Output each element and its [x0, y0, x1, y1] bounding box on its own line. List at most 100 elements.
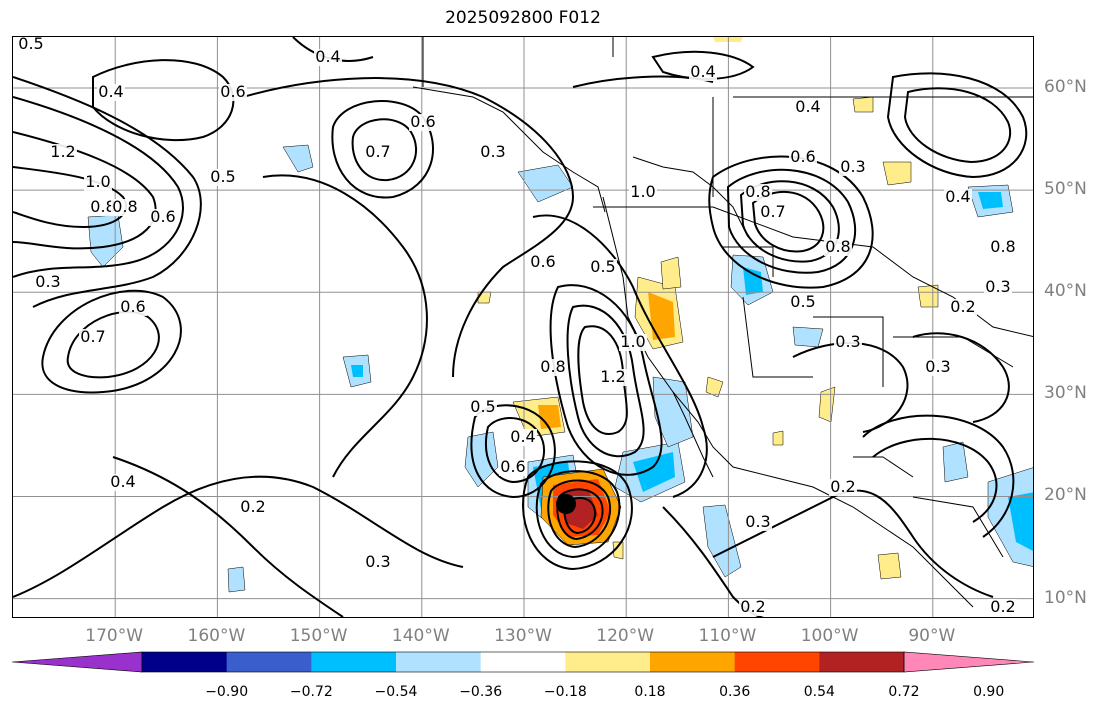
contour-label: 0.8 [540, 357, 565, 376]
contour-labels: 0.50.4 0.60.81.21.00.80.60.50.30.70.60.70… [17, 37, 1017, 616]
contour-label-bg [989, 599, 1017, 616]
shade-blob-yellow [705, 376, 724, 398]
contour-label: 0.7 [760, 202, 785, 221]
contour-label-bg [794, 99, 822, 116]
colorbar-tick-label: −0.36 [459, 684, 503, 700]
contour-label-bg [239, 499, 267, 516]
lon-tick-label: 160°W [187, 626, 246, 646]
contour-label-bg [744, 514, 772, 531]
shade-blob-blue [351, 365, 363, 377]
map-title: 2025092800 F012 [445, 8, 601, 28]
contour-label: 1.2 [600, 367, 625, 386]
contour-label-bg [479, 144, 507, 161]
contour-label: 0.6 [220, 82, 245, 101]
shade-blob-yellow [877, 552, 902, 580]
contour-label-bg [364, 554, 392, 571]
contour-label-bg [789, 294, 817, 311]
contour-label-bg [49, 144, 77, 161]
contour-label-bg [744, 184, 772, 201]
colorbar-tick-label: −0.72 [289, 684, 333, 700]
shade-blob-orange [538, 405, 561, 429]
shade-blob-yellow [852, 96, 874, 113]
colorbar-extend-low [11, 651, 143, 673]
contour-label-bg [469, 399, 497, 416]
contour-label-bg [409, 114, 437, 131]
shade-blob-blue [978, 192, 1003, 209]
contour-label: 0.8 [825, 237, 850, 256]
map-canvas: 0.50.4 0.60.81.21.00.80.60.50.30.70.60.70… [13, 37, 1033, 617]
contour-label-bg [924, 359, 952, 376]
shade-blob-blue [227, 566, 246, 593]
contour-label: 0.3 [835, 332, 860, 351]
contour-label: 0.8 [112, 197, 137, 216]
contour-label: 0.6 [500, 457, 525, 476]
contour-label: 0.2 [240, 497, 265, 516]
colorbar-tick-label: −0.54 [374, 684, 418, 700]
contour-label-bg [599, 369, 627, 386]
contour-label: 0.6 [790, 147, 815, 166]
contour-label-bg [499, 459, 527, 476]
contour-label-bg [109, 474, 137, 491]
colorbar-tick-label: −0.90 [205, 684, 249, 700]
shade-blob-yellow [882, 161, 912, 186]
lon-tick-label: 120°W [596, 626, 655, 646]
contour-label-bg [34, 274, 62, 291]
contour-label: 0.5 [470, 397, 495, 416]
contour-label: 0.6 [150, 207, 175, 226]
contour-label: 1.0 [85, 172, 110, 191]
contour-label: 0.3 [745, 512, 770, 531]
contour-label-bg [949, 299, 977, 316]
contour-label-bg [824, 239, 852, 256]
shade-blob-yellow [772, 430, 784, 446]
shade-blob-blue [87, 214, 124, 268]
contour-label: 0.8 [990, 237, 1015, 256]
lat-tick-label: 10°N [1044, 587, 1087, 608]
colorbar-cell [142, 652, 228, 672]
lon-tick-label: 140°W [391, 626, 450, 646]
colorbar-cell [565, 652, 651, 672]
colorbar-tick-label: 0.36 [719, 684, 751, 700]
contour-lines [13, 37, 1028, 617]
contour-label-bg [789, 149, 817, 166]
lon-tick-label: 170°W [85, 626, 144, 646]
colorbar-cell [226, 652, 312, 672]
contour-label-bg [589, 259, 617, 276]
shade-blob-blue [942, 441, 969, 483]
colorbar-cell [311, 652, 397, 672]
contour-label-bg [84, 174, 112, 191]
shade-blob-yellow [818, 386, 836, 423]
lat-tick-label: 20°N [1044, 485, 1087, 506]
colorbar [11, 651, 1035, 673]
contour-label-bg [89, 199, 117, 216]
shade-blob-blue [792, 326, 824, 348]
colorbar-extend-high [903, 651, 1035, 673]
contour-label: 0.2 [830, 477, 855, 496]
contour-label: 0.3 [365, 552, 390, 571]
contour-label-bg [219, 84, 247, 101]
contour-label: 0.3 [925, 357, 950, 376]
contour-label: 0.7 [365, 142, 390, 161]
contour-label-bg [17, 37, 45, 53]
colorbar-tick-label: 0.54 [803, 684, 835, 700]
contour-label-bg [944, 189, 972, 206]
contour-label: 0.6 [410, 112, 435, 131]
colorbar-cell [480, 652, 566, 672]
contour-label-bg [111, 199, 139, 216]
contour-label: 0.4 [945, 187, 970, 206]
contour-label-bg [739, 599, 767, 616]
contour-label-bg [539, 359, 567, 376]
gridlines [13, 37, 1033, 617]
hurricane-eye [556, 494, 576, 514]
colorbar-tick-label: 0.90 [973, 684, 1005, 700]
contour-label-bg [619, 334, 647, 351]
contour-label: 0.3 [35, 272, 60, 291]
contour-label-bg [529, 254, 557, 271]
contour-label: 0.4 [510, 427, 535, 446]
contour-label: 0.7 [80, 327, 105, 346]
contour-label: 0.2 [950, 297, 975, 316]
contour-label: 0.2 [740, 597, 765, 616]
shade-blob-blue [1008, 492, 1033, 551]
shade-blob-blue [282, 144, 314, 173]
contour-label-bg [97, 84, 125, 101]
contour-label-bg [984, 279, 1012, 296]
